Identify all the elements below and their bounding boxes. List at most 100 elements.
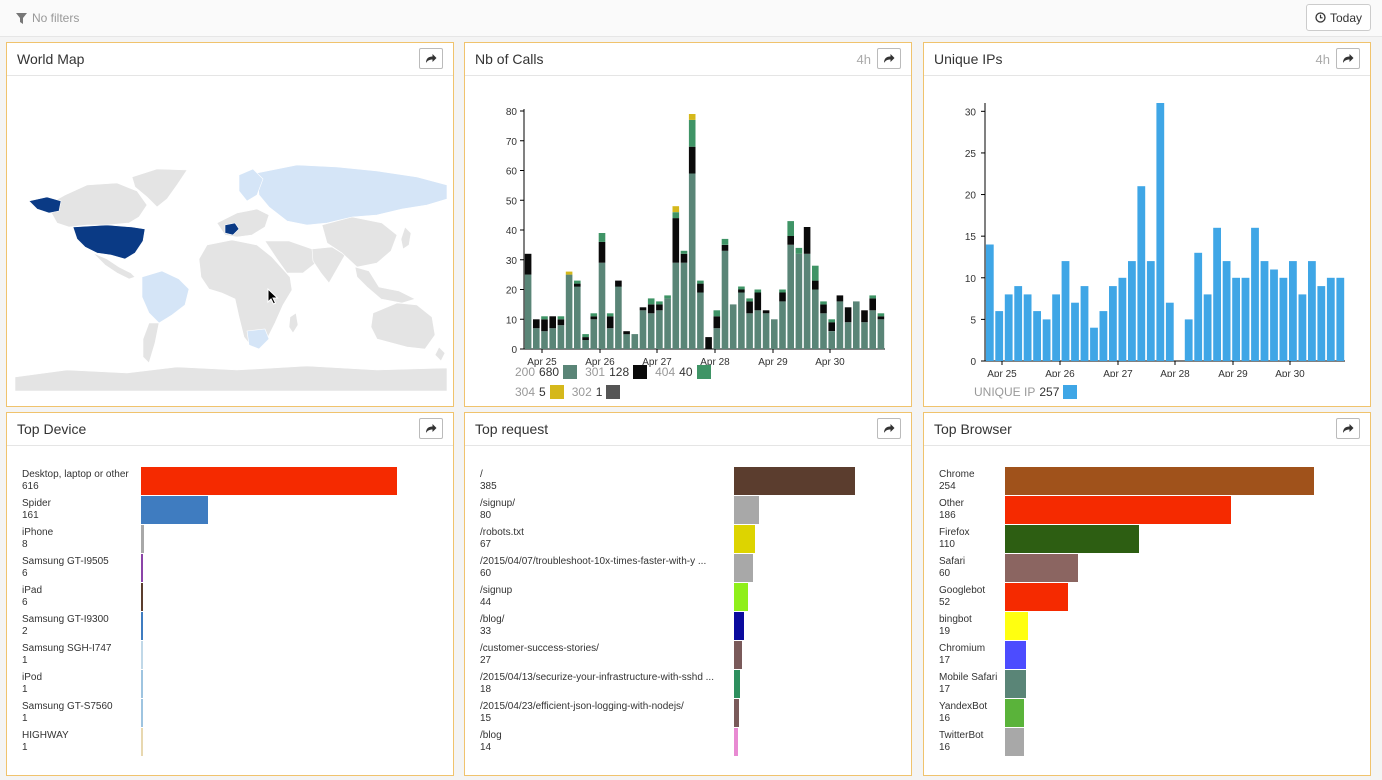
bar-segment-200[interactable] xyxy=(861,322,868,349)
bar-segment-404[interactable] xyxy=(877,313,885,317)
bar-segment-301[interactable] xyxy=(738,289,745,293)
list-item[interactable]: Chrome 254 xyxy=(939,467,1360,496)
bar-segment-404[interactable] xyxy=(541,316,548,320)
legend-item-304[interactable]: 304 5 xyxy=(515,382,564,402)
ip-bar[interactable] xyxy=(1270,269,1278,362)
list-item[interactable]: iPad 6 xyxy=(22,583,443,612)
ip-bar[interactable] xyxy=(1203,294,1212,361)
bar-segment-200[interactable] xyxy=(541,331,548,349)
map-region-antarctica[interactable] xyxy=(14,365,448,392)
bar-segment-301[interactable] xyxy=(877,316,885,320)
ip-bar[interactable] xyxy=(1336,277,1345,361)
bar-segment-200[interactable] xyxy=(729,304,737,349)
bar-segment-200[interactable] xyxy=(877,319,885,350)
bar-segment-301[interactable] xyxy=(680,253,688,263)
bar-segment-404[interactable] xyxy=(869,295,876,299)
ip-bar[interactable] xyxy=(1279,277,1288,361)
bar-segment-301[interactable] xyxy=(672,218,680,263)
bar-segment-200[interactable] xyxy=(557,325,565,349)
bar-segment-200[interactable] xyxy=(820,313,827,349)
ip-bar[interactable] xyxy=(1033,311,1041,361)
list-item[interactable]: /customer-success-stories/27 xyxy=(480,641,901,670)
list-item[interactable]: /2015/04/23/efficient-json-logging-with-… xyxy=(480,699,901,728)
bar-segment-200[interactable] xyxy=(771,319,778,350)
bar-segment-404[interactable] xyxy=(787,221,794,236)
bar-segment-301[interactable] xyxy=(647,304,655,314)
list-item-bar[interactable] xyxy=(734,554,753,582)
bar-segment-404[interactable] xyxy=(598,233,606,242)
today-button[interactable]: Today xyxy=(1305,4,1371,31)
bar-segment-200[interactable] xyxy=(812,289,819,350)
list-item[interactable]: Samsung SGH-I747 1 xyxy=(22,641,443,670)
bar-segment-301[interactable] xyxy=(754,292,762,311)
bar-segment-301[interactable] xyxy=(836,295,844,302)
ip-bar[interactable] xyxy=(1128,261,1136,361)
ip-bar[interactable] xyxy=(1118,277,1127,361)
ip-bar[interactable] xyxy=(1061,261,1070,361)
ip-bar[interactable] xyxy=(1014,286,1023,361)
bar-segment-301[interactable] xyxy=(820,304,827,314)
share-button[interactable] xyxy=(877,418,901,439)
list-item-bar[interactable] xyxy=(734,496,760,524)
bar-segment-200[interactable] xyxy=(828,331,835,349)
map-region-south-africa[interactable] xyxy=(246,328,270,350)
bar-segment-301[interactable] xyxy=(721,244,729,251)
ip-bar[interactable] xyxy=(1213,227,1221,361)
bar-segment-200[interactable] xyxy=(656,310,663,349)
ip-bar[interactable] xyxy=(1222,261,1231,361)
bar-segment-200[interactable] xyxy=(590,319,598,350)
legend-item[interactable]: UNIQUE IP 257 xyxy=(974,382,1078,402)
list-item-bar[interactable] xyxy=(1005,554,1078,582)
bar-segment-200[interactable] xyxy=(754,310,762,349)
bar-segment-200[interactable] xyxy=(533,328,540,349)
list-item[interactable]: /2015/04/13/securize-your-infrastructure… xyxy=(480,670,901,699)
map-region-india[interactable] xyxy=(311,246,346,284)
list-item[interactable]: Mobile Safari 17 xyxy=(939,670,1360,699)
share-button[interactable] xyxy=(877,48,901,69)
legend-item-301[interactable]: 301 128 xyxy=(585,362,648,382)
map-region-central-america[interactable] xyxy=(92,252,136,280)
map-region-australia[interactable] xyxy=(370,302,436,350)
ip-bar[interactable] xyxy=(1146,261,1155,361)
ip-bar[interactable] xyxy=(1090,327,1098,361)
list-item[interactable]: Safari 60 xyxy=(939,554,1360,583)
ip-bar[interactable] xyxy=(1004,294,1013,361)
bar-segment-301[interactable] xyxy=(803,227,811,254)
map-region-russia[interactable] xyxy=(256,164,448,226)
bar-segment-301[interactable] xyxy=(688,146,696,174)
bar-segment-200[interactable] xyxy=(524,274,532,349)
map-region-usa[interactable] xyxy=(72,224,146,260)
list-item[interactable]: /robots.txt 67 xyxy=(480,525,901,554)
ip-bar[interactable] xyxy=(1080,286,1089,361)
bar-segment-200[interactable] xyxy=(639,310,647,349)
list-item-bar[interactable] xyxy=(141,641,143,669)
bar-segment-301[interactable] xyxy=(615,280,622,287)
bar-segment-304[interactable] xyxy=(688,114,696,120)
legend-item-200[interactable]: 200 680 xyxy=(515,362,578,382)
map-region-china[interactable] xyxy=(321,216,398,268)
bar-segment-301[interactable] xyxy=(705,337,712,349)
ip-bar[interactable] xyxy=(1109,286,1117,361)
bar-segment-404[interactable] xyxy=(582,334,589,338)
bar-segment-404[interactable] xyxy=(754,289,762,293)
list-item-bar[interactable] xyxy=(1005,728,1025,756)
bar-segment-200[interactable] xyxy=(647,313,655,349)
ip-bar[interactable] xyxy=(1194,252,1203,361)
bar-segment-301[interactable] xyxy=(623,331,630,335)
bar-segment-301[interactable] xyxy=(697,283,704,293)
bar-segment-301[interactable] xyxy=(598,241,606,263)
list-item-bar[interactable] xyxy=(141,699,143,727)
bar-segment-301[interactable] xyxy=(779,292,786,302)
list-item-bar[interactable] xyxy=(1005,699,1025,727)
list-item[interactable]: Samsung GT-S7560 1 xyxy=(22,699,443,728)
bar-segment-301[interactable] xyxy=(606,316,614,329)
bar-segment-404[interactable] xyxy=(672,212,680,219)
bar-segment-200[interactable] xyxy=(779,301,786,349)
ip-bar[interactable] xyxy=(1317,286,1326,361)
share-button[interactable] xyxy=(1336,48,1360,69)
list-item-bar[interactable] xyxy=(734,728,739,756)
list-item-bar[interactable] xyxy=(141,612,143,640)
list-item[interactable]: iPhone 8 xyxy=(22,525,443,554)
list-item-bar[interactable] xyxy=(1005,641,1026,669)
map-region-greenland[interactable] xyxy=(131,168,188,208)
